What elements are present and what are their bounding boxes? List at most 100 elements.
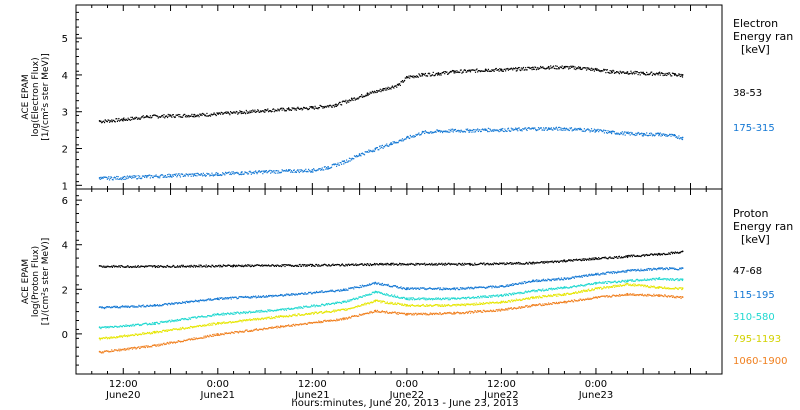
data-point <box>680 137 682 139</box>
data-point <box>229 321 232 323</box>
data-point <box>424 299 426 301</box>
data-point <box>202 299 204 301</box>
data-point <box>235 296 237 298</box>
data-point <box>376 299 378 301</box>
data-point <box>434 74 437 76</box>
data-point <box>315 170 318 172</box>
data-point <box>126 119 129 121</box>
data-point <box>401 288 404 290</box>
data-point <box>333 311 336 313</box>
data-point <box>445 131 447 133</box>
data-point <box>515 263 517 265</box>
data-point <box>350 307 352 309</box>
series-795-1193 <box>98 282 684 341</box>
data-point <box>471 303 473 305</box>
data-point <box>162 304 164 306</box>
data-point <box>483 70 485 72</box>
data-point <box>392 262 394 264</box>
data-point <box>674 134 676 136</box>
data-point <box>497 302 499 304</box>
data-point <box>123 306 126 308</box>
data-point <box>457 304 459 306</box>
data-point <box>417 304 419 306</box>
data-point <box>634 134 636 137</box>
data-point <box>352 298 354 300</box>
data-point <box>310 291 312 293</box>
data-point <box>433 75 435 77</box>
data-point <box>484 264 487 266</box>
data-point <box>550 260 552 263</box>
data-point <box>154 331 156 334</box>
data-point <box>236 311 238 313</box>
data-point <box>405 297 408 300</box>
data-point <box>296 264 298 267</box>
data-point <box>132 175 134 177</box>
data-point <box>565 127 568 129</box>
data-point <box>395 263 397 266</box>
data-point <box>325 264 327 266</box>
data-point <box>508 299 510 302</box>
data-point <box>177 328 179 331</box>
data-point <box>166 115 168 117</box>
data-point <box>338 264 341 266</box>
data-point <box>227 264 229 266</box>
data-point <box>380 145 382 147</box>
data-point <box>550 288 552 290</box>
data-point <box>104 266 106 269</box>
data-point <box>281 169 283 171</box>
data-point <box>567 66 569 68</box>
data-point <box>311 263 314 266</box>
data-point <box>487 285 490 288</box>
data-point <box>679 138 681 140</box>
data-point <box>186 300 188 302</box>
data-point <box>482 70 484 72</box>
data-point <box>376 290 378 293</box>
data-point <box>600 257 603 259</box>
data-point <box>364 285 366 287</box>
data-point <box>276 308 278 311</box>
data-point <box>375 291 377 293</box>
data-point <box>262 264 265 267</box>
data-point <box>675 278 677 280</box>
data-point <box>255 319 257 321</box>
data-point <box>665 267 667 269</box>
data-point <box>144 306 146 308</box>
data-point <box>669 267 671 269</box>
data-point <box>356 97 358 99</box>
data-point <box>434 131 436 133</box>
data-point <box>613 131 615 133</box>
data-point <box>457 297 459 299</box>
data-point <box>415 298 417 300</box>
data-point <box>674 251 676 253</box>
data-point <box>154 175 156 177</box>
data-point <box>643 270 645 272</box>
data-point <box>244 265 246 267</box>
data-point <box>114 325 116 327</box>
data-point <box>613 284 615 287</box>
data-point <box>440 304 442 306</box>
data-point <box>146 304 148 307</box>
data-point <box>476 286 478 288</box>
data-point <box>394 302 396 304</box>
data-point <box>140 306 142 308</box>
data-point <box>184 113 186 116</box>
data-point <box>569 278 571 280</box>
data-point <box>292 265 294 267</box>
data-point <box>144 333 146 335</box>
data-point <box>204 114 207 116</box>
data-point <box>289 109 291 111</box>
data-point <box>116 118 118 120</box>
data-point <box>189 318 191 320</box>
data-point <box>540 296 542 299</box>
data-point <box>169 114 171 116</box>
data-point <box>613 70 615 72</box>
data-point <box>596 129 598 131</box>
data-point <box>163 329 165 331</box>
data-point <box>658 72 660 74</box>
data-point <box>126 324 129 327</box>
data-point <box>267 316 270 318</box>
data-point <box>134 325 136 327</box>
data-point <box>595 130 598 132</box>
data-point <box>99 339 101 341</box>
data-point <box>189 173 192 175</box>
